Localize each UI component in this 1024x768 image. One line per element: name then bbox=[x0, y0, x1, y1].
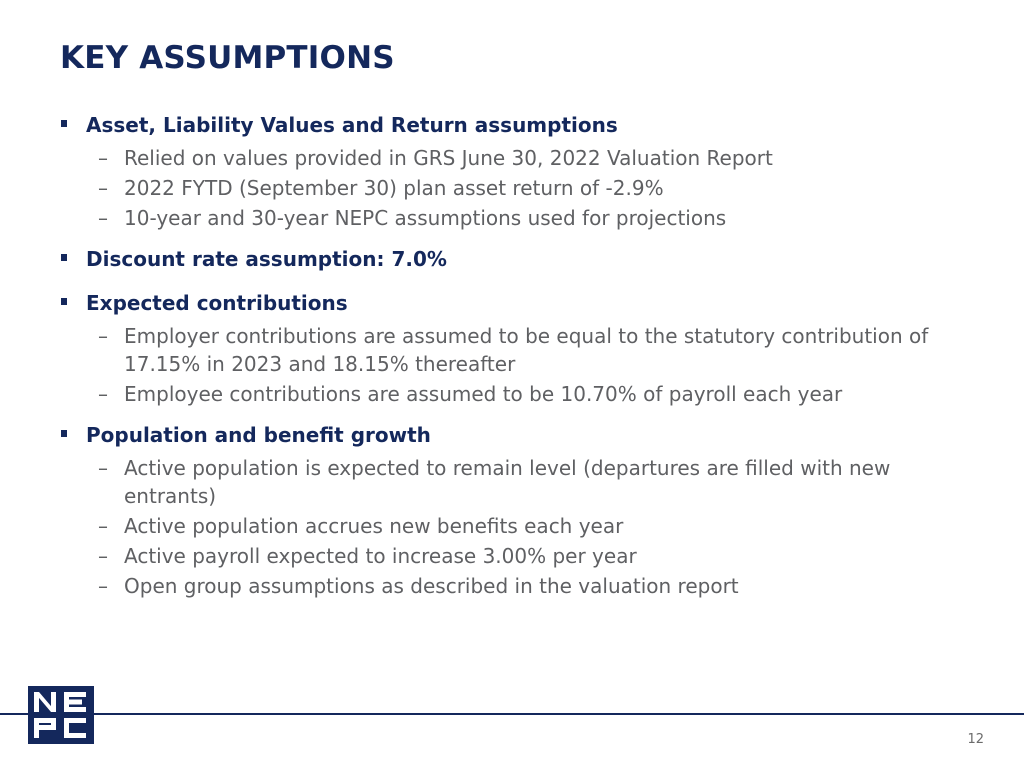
sub-item: – Active payroll expected to increase 3.0… bbox=[60, 542, 980, 570]
sub-item-text: Active payroll expected to increase 3.00… bbox=[124, 544, 637, 568]
sub-item: – Open group assumptions as described in … bbox=[60, 572, 980, 600]
bullet-heading-row: Discount rate assumption: 7.0% bbox=[60, 244, 980, 276]
sub-item-text: 2022 FYTD (September 30) plan asset retu… bbox=[124, 176, 664, 200]
nepc-logo bbox=[28, 686, 94, 744]
sub-item-text: Employer contributions are assumed to be… bbox=[124, 324, 929, 376]
square-bullet-icon bbox=[61, 120, 67, 127]
page-title: KEY ASSUMPTIONS bbox=[60, 40, 395, 76]
section-population-growth: Population and benefit growth – Active po… bbox=[60, 420, 980, 600]
bullet-heading-row: Asset, Liability Values and Return assum… bbox=[60, 110, 980, 142]
sub-item-text: Open group assumptions as described in t… bbox=[124, 574, 739, 598]
sub-item-text: Active population accrues new benefits e… bbox=[124, 514, 624, 538]
sub-item: – Relied on values provided in GRS June 3… bbox=[60, 144, 980, 172]
dash-icon: – bbox=[98, 146, 108, 170]
dash-icon: – bbox=[98, 382, 108, 406]
dash-icon: – bbox=[98, 206, 108, 230]
sub-item: – Employer contributions are assumed to b… bbox=[60, 322, 980, 378]
square-bullet-icon bbox=[61, 298, 67, 305]
section-heading: Expected contributions bbox=[86, 291, 348, 315]
section-heading: Asset, Liability Values and Return assum… bbox=[86, 113, 618, 137]
dash-icon: – bbox=[98, 456, 108, 480]
sub-item-text: Relied on values provided in GRS June 30… bbox=[124, 146, 773, 170]
dash-icon: – bbox=[98, 544, 108, 568]
sub-item: – Employee contributions are assumed to b… bbox=[60, 380, 980, 408]
sub-item: – Active population accrues new benefits … bbox=[60, 512, 980, 540]
sub-item: –10-year and 30-year NEPC assumptions us… bbox=[60, 204, 980, 232]
sub-item-text: Active population is expected to remain … bbox=[124, 456, 891, 508]
footer-divider bbox=[0, 713, 1024, 715]
dash-icon: – bbox=[98, 574, 108, 598]
sub-item: –2022 FYTD (September 30) plan asset ret… bbox=[60, 174, 980, 202]
square-bullet-icon bbox=[61, 430, 67, 437]
bullet-heading-row: Population and benefit growth bbox=[60, 420, 980, 452]
section-discount-rate: Discount rate assumption: 7.0% bbox=[60, 244, 980, 276]
sub-item-text: 10-year and 30-year NEPC assumptions use… bbox=[124, 206, 727, 230]
section-heading: Discount rate assumption: 7.0% bbox=[86, 247, 447, 271]
square-bullet-icon bbox=[61, 254, 67, 261]
bullet-heading-row: Expected contributions bbox=[60, 288, 980, 320]
sub-item: – Active population is expected to remain… bbox=[60, 454, 980, 510]
section-asset-liability: Asset, Liability Values and Return assum… bbox=[60, 110, 980, 232]
dash-icon: – bbox=[98, 514, 108, 538]
sub-item-text: Employee contributions are assumed to be… bbox=[124, 382, 843, 406]
nepc-logo-mark-icon bbox=[34, 692, 86, 738]
assumption-list: Asset, Liability Values and Return assum… bbox=[60, 110, 980, 612]
section-expected-contributions: Expected contributions – Employer contrib… bbox=[60, 288, 980, 408]
dash-icon: – bbox=[98, 324, 108, 348]
dash-icon: – bbox=[98, 176, 108, 200]
section-heading: Population and benefit growth bbox=[86, 423, 431, 447]
page-number: 12 bbox=[967, 732, 984, 747]
